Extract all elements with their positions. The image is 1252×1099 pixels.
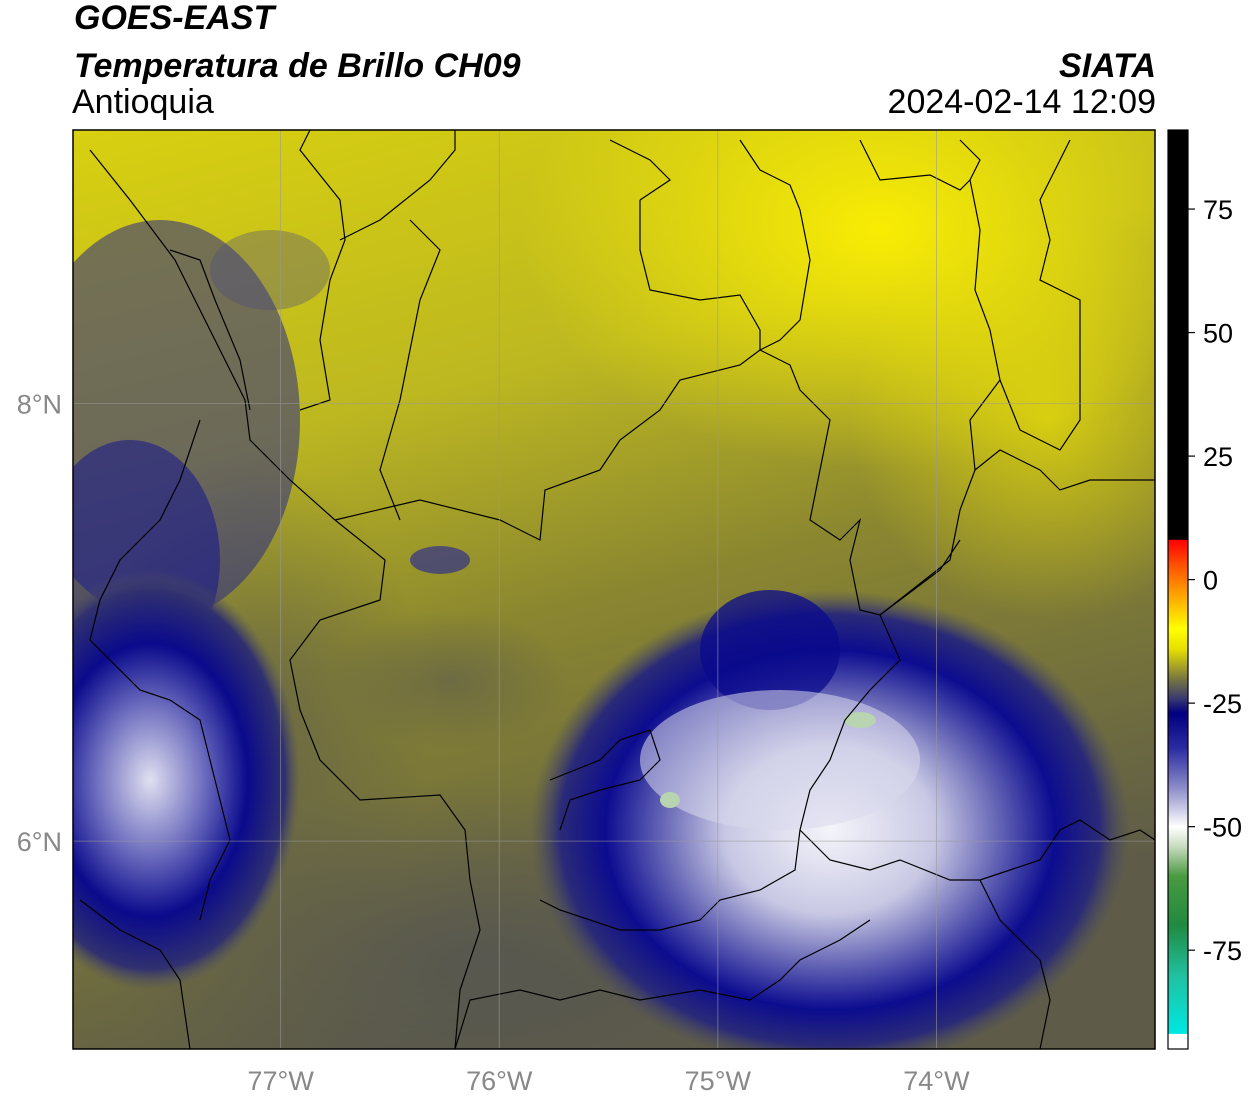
colorbar: 75 50 25 0 -25 -50 -75 — [1167, 129, 1242, 1050]
lon-tick-label: 74°W — [903, 1066, 970, 1096]
colorbar-tick-label: -25 — [1203, 689, 1242, 719]
colorbar-frame — [1167, 129, 1189, 1050]
colorbar-ticks: 75 50 25 0 -25 -50 -75 — [1188, 195, 1242, 966]
lat-tick-label: 8°N — [17, 390, 62, 420]
title-satellite: GOES-EAST — [74, 0, 275, 37]
colorbar-tick-label: 0 — [1203, 566, 1218, 596]
map-frame — [72, 129, 1156, 1050]
lat-tick-label: 6°N — [17, 827, 62, 857]
lon-tick-label: 76°W — [466, 1066, 533, 1096]
colorbar-tick-label: 25 — [1203, 442, 1233, 472]
colorbar-tick-label: 75 — [1203, 195, 1233, 225]
colorbar-tick-label: -50 — [1203, 813, 1242, 843]
political-boundaries — [79, 130, 1155, 1049]
organization-label: SIATA — [1059, 47, 1156, 85]
lon-tick-label: 77°W — [247, 1066, 314, 1096]
colorbar-tick-label: -75 — [1203, 936, 1242, 966]
title-product: Temperatura de Brillo CH09 — [74, 47, 521, 85]
region-label: Antioquia — [72, 83, 214, 121]
latitude-ticks: 8°N 6°N — [17, 390, 62, 858]
longitude-ticks: 77°W 76°W 75°W 74°W — [247, 1066, 970, 1096]
map-gridlines — [73, 130, 1155, 1049]
colorbar-fill — [1168, 130, 1188, 1049]
colorbar-tick-label: 50 — [1203, 319, 1233, 349]
timestamp-label: 2024-02-14 12:09 — [887, 83, 1156, 121]
lon-tick-label: 75°W — [685, 1066, 752, 1096]
